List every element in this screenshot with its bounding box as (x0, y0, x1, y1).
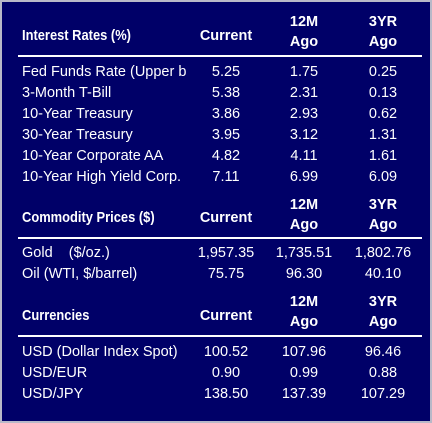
row-label: USD/EUR (22, 365, 88, 381)
twelve-month-ago-value: 2.31 (289, 85, 319, 101)
three-year-ago-value: 0.13 (368, 85, 398, 101)
twelve-month-ago-value: 2.93 (289, 106, 319, 122)
twelve-month-ago-value: 0.99 (289, 365, 319, 381)
commodity-current-header: Current (199, 210, 253, 226)
three-year-ago-value: 40.10 (364, 266, 402, 282)
row-label: USD/JPY (22, 386, 84, 402)
interest-rates-current-header: Current (199, 28, 253, 44)
table-row: Oil (WTI, $/barrel) 75.75 96.30 40.10 (2, 264, 432, 284)
table-row: USD/EUR 0.90 0.99 0.88 (2, 363, 432, 383)
current-value: 5.38 (211, 85, 241, 101)
twelve-month-ago-value: 6.99 (289, 169, 319, 185)
table-row: Fed Funds Rate (Upper b 5.25 1.75 0.25 (2, 62, 432, 82)
table-row: 10-Year Corporate AA 4.82 4.11 1.61 (2, 146, 432, 166)
row-label: Fed Funds Rate (Upper b (22, 64, 187, 80)
current-value: 75.75 (207, 266, 245, 282)
twelve-month-ago-value: 96.30 (285, 266, 323, 282)
row-label: 10-Year High Yield Corp. (22, 169, 182, 185)
current-value: 7.11 (212, 169, 240, 185)
row-label: 30-Year Treasury (22, 127, 133, 143)
commodity-3yr-header: 3YR Ago (368, 197, 398, 233)
interest-rates-title: Interest Rates (%) (22, 27, 131, 44)
table-row: USD (Dollar Index Spot) 100.52 107.96 96.46 (2, 342, 432, 362)
row-label: Oil (WTI, $/barrel) (22, 266, 138, 282)
three-year-ago-value: 1,802.76 (354, 245, 412, 261)
three-year-ago-value: 107.29 (360, 386, 406, 402)
commodity-divider (18, 237, 422, 239)
table-row: USD/JPY 138.50 137.39 107.29 (2, 384, 432, 404)
commodity-12m-header: 12M Ago (289, 197, 319, 233)
interest-rates-3yr-header: 3YR Ago (368, 14, 398, 50)
twelve-month-ago-value: 137.39 (281, 386, 327, 402)
twelve-month-ago-value: 1.75 (289, 64, 319, 80)
table-row: 10-Year High Yield Corp. 7.11 6.99 6.09 (2, 167, 432, 187)
twelve-month-ago-value: 1,735.51 (275, 245, 333, 261)
table-row: 3-Month T-Bill 5.38 2.31 0.13 (2, 83, 432, 103)
three-year-ago-value: 1.61 (368, 148, 398, 164)
interest-rates-divider (18, 55, 422, 57)
table-row: Gold ($/oz.) 1,957.35 1,735.51 1,802.76 (2, 243, 432, 263)
currencies-12m-header: 12M Ago (289, 294, 319, 330)
current-value: 3.95 (211, 127, 241, 143)
twelve-month-ago-value: 107.96 (281, 344, 327, 360)
currencies-current-header: Current (199, 308, 253, 324)
current-value: 1,957.35 (197, 245, 255, 261)
twelve-month-ago-value: 4.11 (290, 148, 318, 164)
three-year-ago-value: 1.31 (368, 127, 398, 143)
current-value: 5.25 (211, 64, 241, 80)
row-label: 10-Year Corporate AA (22, 148, 164, 164)
three-year-ago-value: 0.62 (368, 106, 398, 122)
current-value: 3.86 (211, 106, 241, 122)
three-year-ago-value: 96.46 (364, 344, 402, 360)
current-value: 0.90 (211, 365, 241, 381)
table-row: 30-Year Treasury 3.95 3.12 1.31 (2, 125, 432, 145)
current-value: 4.82 (211, 148, 241, 164)
current-value: 138.50 (203, 386, 249, 402)
row-label: 3-Month T-Bill (22, 85, 112, 101)
twelve-month-ago-value: 3.12 (289, 127, 319, 143)
commodity-prices-title: Commodity Prices ($) (22, 209, 155, 226)
currencies-divider (18, 335, 422, 337)
three-year-ago-value: 6.09 (368, 169, 398, 185)
interest-rates-12m-header: 12M Ago (289, 14, 319, 50)
three-year-ago-value: 0.88 (368, 365, 398, 381)
currencies-3yr-header: 3YR Ago (368, 294, 398, 330)
current-value: 100.52 (203, 344, 249, 360)
row-label: Gold ($/oz.) (22, 245, 110, 261)
row-label: 10-Year Treasury (22, 106, 133, 122)
currencies-title: Currencies (22, 307, 90, 324)
row-label: USD (Dollar Index Spot) (22, 344, 178, 360)
table-row: 10-Year Treasury 3.86 2.93 0.62 (2, 104, 432, 124)
three-year-ago-value: 0.25 (368, 64, 398, 80)
